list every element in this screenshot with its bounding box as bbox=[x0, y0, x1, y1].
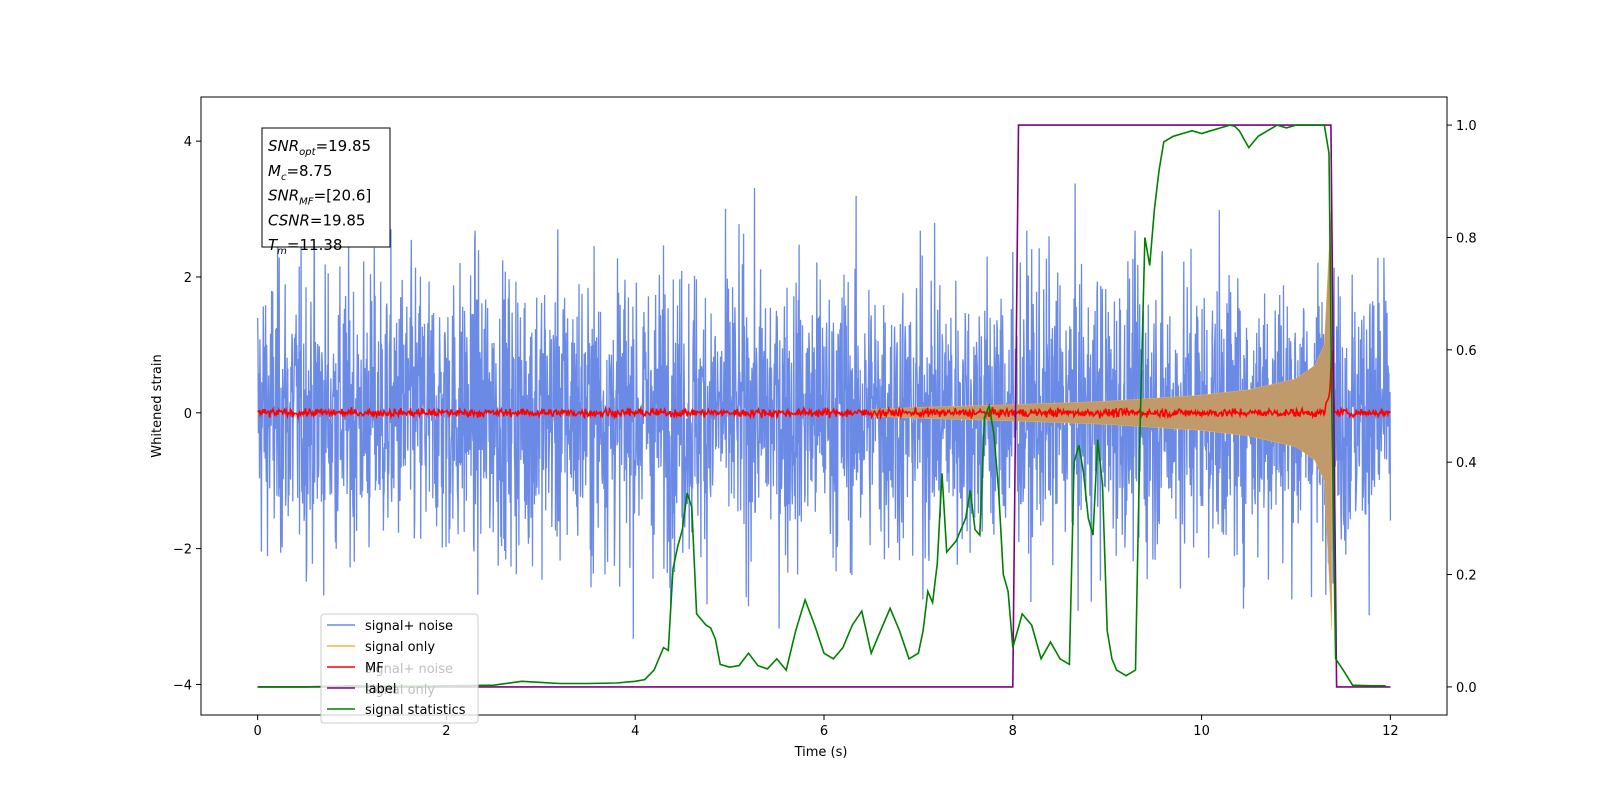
x-tick-label: 4 bbox=[631, 724, 639, 739]
legend-item-label: signal+ noise bbox=[365, 619, 453, 634]
y2-tick-label: 1.0 bbox=[1456, 119, 1477, 134]
x-tick-label: 6 bbox=[820, 724, 828, 739]
plot-data-layer bbox=[256, 124, 1392, 688]
info-box-frame bbox=[261, 127, 391, 248]
y-tick-label: 0 bbox=[184, 407, 192, 422]
y-tick-label: 4 bbox=[184, 135, 192, 150]
y-tick-label: −4 bbox=[173, 678, 192, 693]
x-tick-label: 2 bbox=[442, 724, 450, 739]
legend[interactable]: signal+ noise signal only signal+ noise sig… bbox=[320, 613, 479, 724]
legend-ghost-text: signal only bbox=[365, 683, 435, 698]
legend-item-label: signal only bbox=[365, 640, 435, 655]
y-tick-label: −2 bbox=[173, 543, 192, 558]
series-signal-statistics-line bbox=[257, 124, 1386, 688]
legend-item-label: MF bbox=[365, 661, 384, 676]
info-box: SNRopt=19.85 Mc=8.75 SNRMF=[20.6] CSNR=19.8… bbox=[261, 127, 391, 257]
x-tick-label: 0 bbox=[253, 724, 261, 739]
y2-tick-label: 0.6 bbox=[1456, 344, 1477, 359]
x-tick-label: 12 bbox=[1382, 724, 1399, 739]
legend-item-label: signal statistics bbox=[365, 703, 466, 718]
x-tick-label: 10 bbox=[1193, 724, 1210, 739]
y2-tick-label: 0.4 bbox=[1456, 456, 1477, 471]
info-box-line: CSNR=19.85 bbox=[268, 211, 365, 229]
x-tick-label: 8 bbox=[1009, 724, 1017, 739]
x-axis-title: Time (s) bbox=[794, 745, 848, 760]
y-tick-label: 2 bbox=[184, 271, 192, 286]
y2-tick-label: 0.8 bbox=[1456, 231, 1477, 246]
info-box-line: Tm=11.38 bbox=[268, 236, 342, 257]
legend-frame bbox=[320, 613, 479, 724]
series-signal-noise-line bbox=[256, 183, 1392, 639]
legend-item-label: label bbox=[365, 682, 396, 697]
series-mf-line bbox=[257, 350, 1391, 421]
y-axis-title: Whitened strain bbox=[150, 354, 165, 457]
y2-tick-label: 0.0 bbox=[1456, 681, 1477, 696]
info-box-line: Mc=8.75 bbox=[268, 162, 332, 183]
legend-ghost-text: signal+ noise bbox=[365, 662, 453, 677]
series-label-line bbox=[257, 124, 1391, 688]
y2-tick-label: 0.2 bbox=[1456, 569, 1477, 584]
info-box-line: SNRopt=19.85 bbox=[268, 137, 371, 158]
axes-layer: 0 2 4 6 8 10 12 4 2 0 −2 −4 1.0 0.8 0.6 0.4 0.2 0.0 bbox=[173, 119, 1477, 739]
info-box-line: SNRMF=[20.6] bbox=[268, 187, 371, 208]
